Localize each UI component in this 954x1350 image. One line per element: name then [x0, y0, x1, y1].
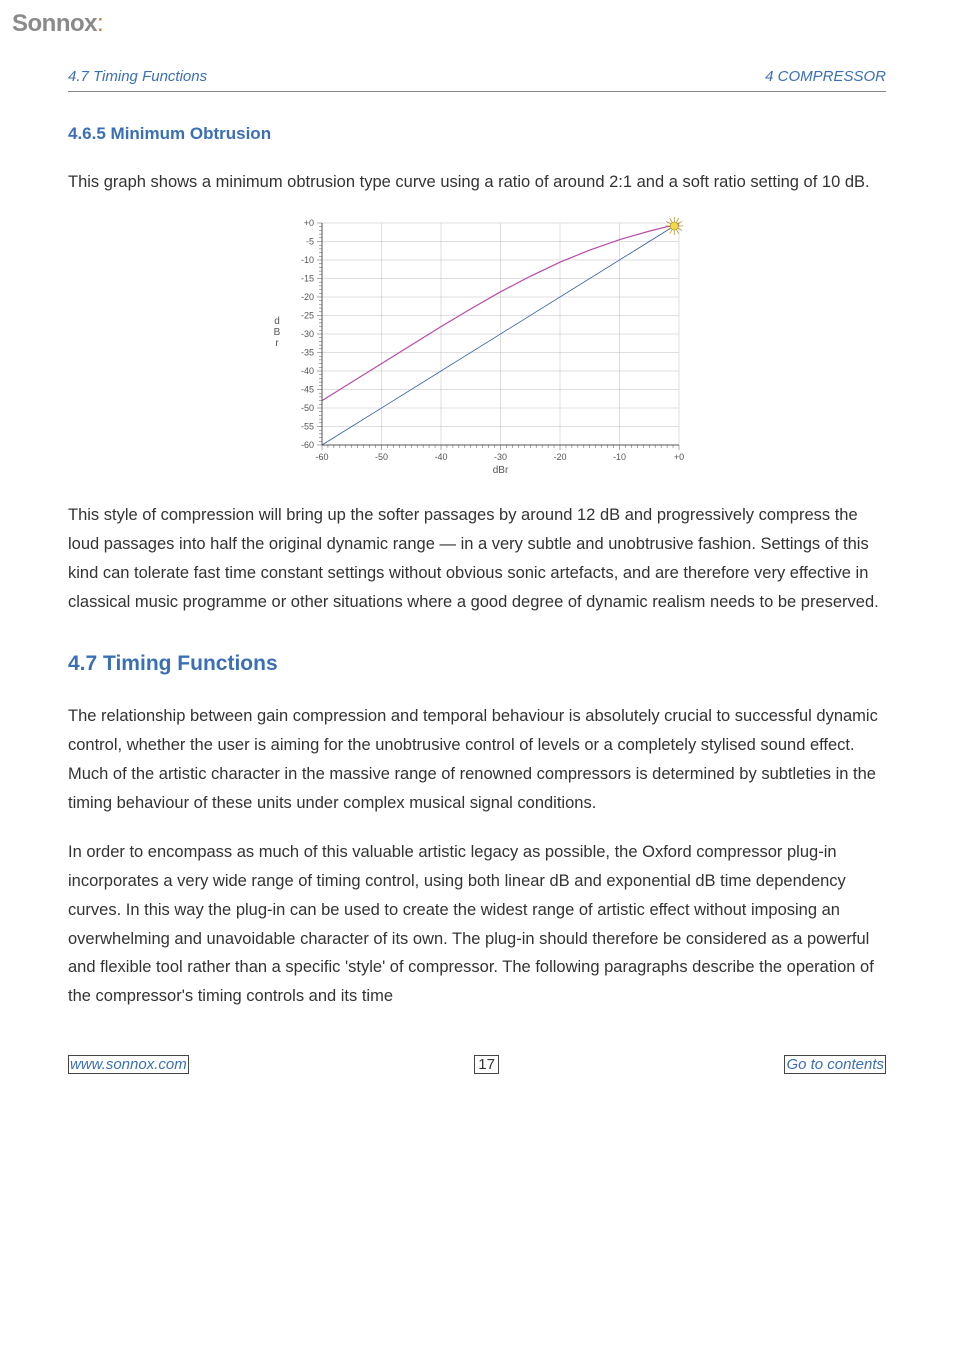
- svg-text:-50: -50: [375, 452, 388, 462]
- svg-text:-60: -60: [301, 440, 314, 450]
- page-footer: www.sonnox.com 17 Go to contents: [68, 1055, 886, 1074]
- running-header: 4.7 Timing Functions 4 COMPRESSOR: [68, 46, 886, 92]
- para-465-1: This graph shows a minimum obtrusion typ…: [68, 168, 886, 197]
- svg-text:-30: -30: [301, 329, 314, 339]
- footer-contents-link[interactable]: Go to contents: [784, 1055, 886, 1074]
- svg-text:-5: -5: [306, 236, 314, 246]
- svg-text:B: B: [274, 327, 281, 338]
- footer-page-number: 17: [474, 1055, 499, 1074]
- svg-text:-60: -60: [315, 452, 328, 462]
- para-47-2: In order to encompass as much of this va…: [68, 838, 886, 1011]
- brand-logo: Sonnox:: [12, 10, 103, 37]
- logo-text: Sonnox: [12, 10, 97, 37]
- svg-text:+0: +0: [304, 218, 314, 228]
- svg-text:-35: -35: [301, 347, 314, 357]
- svg-text:-15: -15: [301, 273, 314, 283]
- svg-text:dBr: dBr: [493, 465, 509, 476]
- svg-text:r: r: [275, 338, 279, 349]
- svg-text:-10: -10: [613, 452, 626, 462]
- svg-text:-10: -10: [301, 255, 314, 265]
- svg-text:-40: -40: [434, 452, 447, 462]
- para-47-1: The relationship between gain compressio…: [68, 702, 886, 818]
- svg-text:-20: -20: [553, 452, 566, 462]
- svg-text:-40: -40: [301, 366, 314, 376]
- footer-url[interactable]: www.sonnox.com: [68, 1055, 189, 1074]
- compression-curve-chart: -60 -50 -40 -30 -20 -10 +0 -60 -55 -50 -45 -40 -35 -3…: [68, 217, 886, 477]
- heading-47: 4.7 Timing Functions: [68, 652, 886, 676]
- running-head-right: 4 COMPRESSOR: [765, 68, 886, 85]
- svg-text:-55: -55: [301, 421, 314, 431]
- footer-url-text: www.sonnox.com: [68, 1055, 189, 1074]
- logo-bar: Sonnox:: [0, 0, 954, 46]
- footer-contents-text: Go to contents: [784, 1055, 886, 1074]
- svg-text:-30: -30: [494, 452, 507, 462]
- svg-text:-25: -25: [301, 310, 314, 320]
- svg-text:d: d: [274, 316, 280, 327]
- footer-page: 17: [474, 1055, 499, 1074]
- running-head-left: 4.7 Timing Functions: [68, 68, 207, 85]
- page-body: 4.7 Timing Functions 4 COMPRESSOR 4.6.5 …: [0, 46, 954, 1114]
- heading-465: 4.6.5 Minimum Obtrusion: [68, 124, 886, 144]
- svg-text:-20: -20: [301, 292, 314, 302]
- para-465-2: This style of compression will bring up …: [68, 501, 886, 617]
- logo-accent: :: [97, 10, 103, 37]
- chart-svg: -60 -50 -40 -30 -20 -10 +0 -60 -55 -50 -45 -40 -35 -3…: [267, 217, 687, 477]
- svg-text:-50: -50: [301, 403, 314, 413]
- svg-text:+0: +0: [674, 452, 684, 462]
- svg-text:-45: -45: [301, 384, 314, 394]
